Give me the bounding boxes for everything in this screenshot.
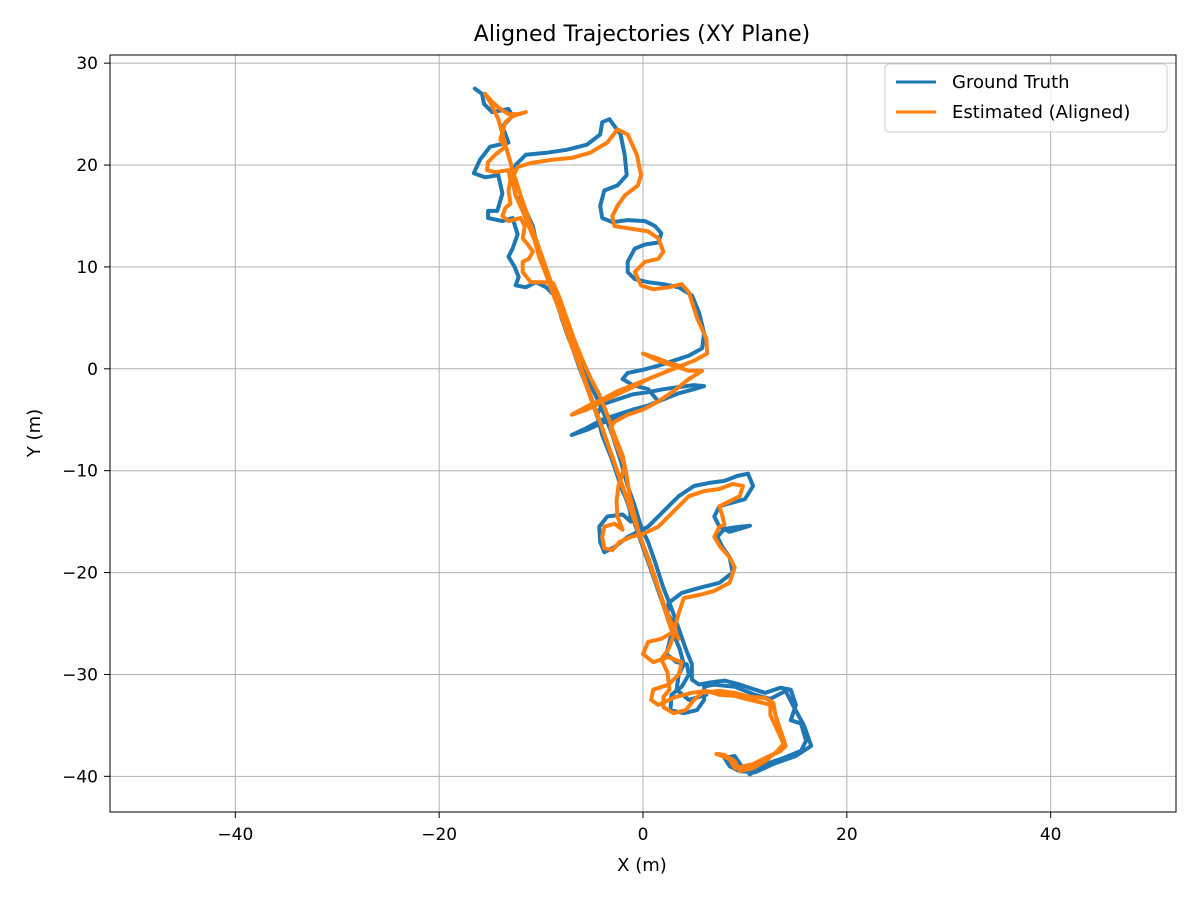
estimated-trajectory	[483, 91, 788, 774]
x-axis-label: X (m)	[617, 855, 667, 876]
x-tick-label: −40	[217, 825, 253, 845]
ground-truth-trajectory	[471, 86, 814, 777]
y-tick-label: −20	[62, 564, 98, 584]
x-tick-label: 0	[638, 825, 649, 845]
y-tick-label: −40	[62, 767, 98, 787]
y-tick-label: 30	[76, 54, 98, 74]
grid-lines	[110, 55, 1176, 812]
legend: Ground Truth Estimated (Aligned)	[884, 63, 1168, 133]
legend-box	[884, 63, 1168, 133]
y-tick-label: 20	[76, 156, 98, 176]
y-tick-label: −10	[62, 462, 98, 482]
x-tick-label: 20	[836, 825, 858, 845]
y-tick-label: 0	[87, 360, 98, 380]
series-layer	[471, 86, 814, 777]
legend-estimated-label: Estimated (Aligned)	[952, 102, 1130, 123]
y-axis-label: Y (m)	[24, 409, 45, 458]
x-tick-label: 40	[1040, 825, 1062, 845]
y-tick-label: −30	[62, 665, 98, 685]
y-tick-label: 10	[76, 258, 98, 278]
chart-title: Aligned Trajectories (XY Plane)	[474, 22, 810, 47]
axis-ticks: −40 −20 0 20 40 −40 −30 −20 −10 0 10 20 30	[62, 54, 1061, 845]
x-tick-label: −20	[421, 825, 457, 845]
legend-ground-truth-label: Ground Truth	[952, 72, 1070, 93]
